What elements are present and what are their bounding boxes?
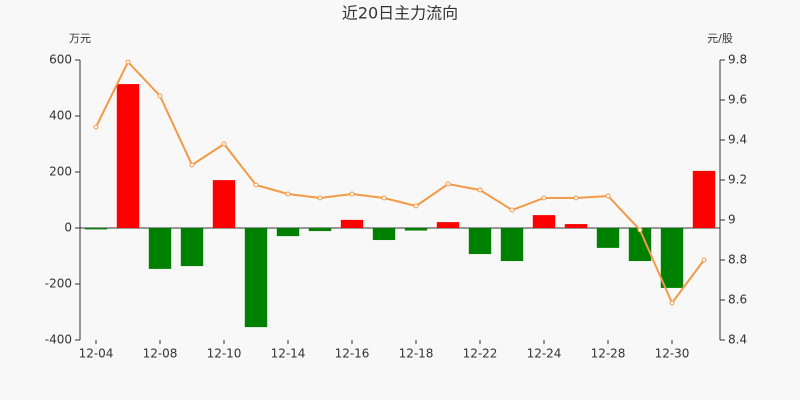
y2-tick-label: 9.8 <box>728 53 747 67</box>
x-tick-label: 12-22 <box>463 347 498 361</box>
y2-tick-label: 8.4 <box>728 333 747 347</box>
chart-title: 近20日主力流向 <box>342 4 458 23</box>
x-tick-label: 12-04 <box>79 347 114 361</box>
bar <box>308 228 332 232</box>
price-point <box>253 182 259 188</box>
bar <box>276 228 300 237</box>
price-point <box>381 195 387 201</box>
bar <box>564 224 588 228</box>
bar <box>692 170 716 228</box>
price-point <box>445 181 451 187</box>
price-point <box>93 124 99 130</box>
bar <box>84 228 108 230</box>
bar <box>372 228 396 241</box>
y2-tick-label: 8.6 <box>728 293 747 307</box>
price-point <box>701 257 707 263</box>
x-tick-label: 12-08 <box>143 347 178 361</box>
price-point <box>157 93 163 99</box>
y2-axis-unit: 元/股 <box>707 32 733 45</box>
price-point <box>125 59 131 65</box>
y-tick-label: 400 <box>49 109 72 123</box>
bar <box>660 228 684 288</box>
bar <box>404 228 428 231</box>
y-tick-label: -400 <box>45 333 72 347</box>
bar <box>148 228 172 269</box>
bar <box>244 228 268 328</box>
bar <box>116 84 140 228</box>
price-point <box>669 300 675 306</box>
price-point <box>541 195 547 201</box>
y-tick-label: -200 <box>45 277 72 291</box>
bar <box>340 219 364 228</box>
bar <box>500 228 524 262</box>
x-tick-label: 12-24 <box>527 347 562 361</box>
price-point <box>637 227 643 233</box>
x-tick-label: 12-28 <box>591 347 626 361</box>
y-tick-label: 0 <box>64 221 72 235</box>
bar <box>596 228 620 248</box>
bar <box>468 228 492 255</box>
x-tick-label: 12-18 <box>399 347 434 361</box>
x-tick-label: 12-10 <box>207 347 242 361</box>
bar <box>180 228 204 267</box>
price-point <box>509 207 515 213</box>
x-tick-label: 12-14 <box>271 347 306 361</box>
bar <box>628 228 652 262</box>
bar <box>436 222 460 228</box>
price-point <box>605 193 611 199</box>
y2-tick-label: 9.6 <box>728 93 747 107</box>
bar <box>212 180 236 228</box>
y2-tick-label: 9 <box>728 213 736 227</box>
bar <box>532 215 556 228</box>
price-point <box>573 195 579 201</box>
y2-tick-label: 9.4 <box>728 133 747 147</box>
price-point <box>413 203 419 209</box>
price-point <box>317 195 323 201</box>
y-tick-label: 200 <box>49 165 72 179</box>
price-point <box>221 141 227 147</box>
price-point <box>285 191 291 197</box>
x-tick-label: 12-16 <box>335 347 370 361</box>
x-tick-label: 12-30 <box>655 347 690 361</box>
price-point <box>349 191 355 197</box>
price-line <box>95 60 705 305</box>
y2-tick-label: 9.2 <box>728 173 747 187</box>
price-point <box>189 162 195 168</box>
price-point <box>477 187 483 193</box>
y-tick-label: 600 <box>49 53 72 67</box>
y2-tick-label: 8.8 <box>728 253 747 267</box>
y-axis-unit: 万元 <box>69 32 91 45</box>
